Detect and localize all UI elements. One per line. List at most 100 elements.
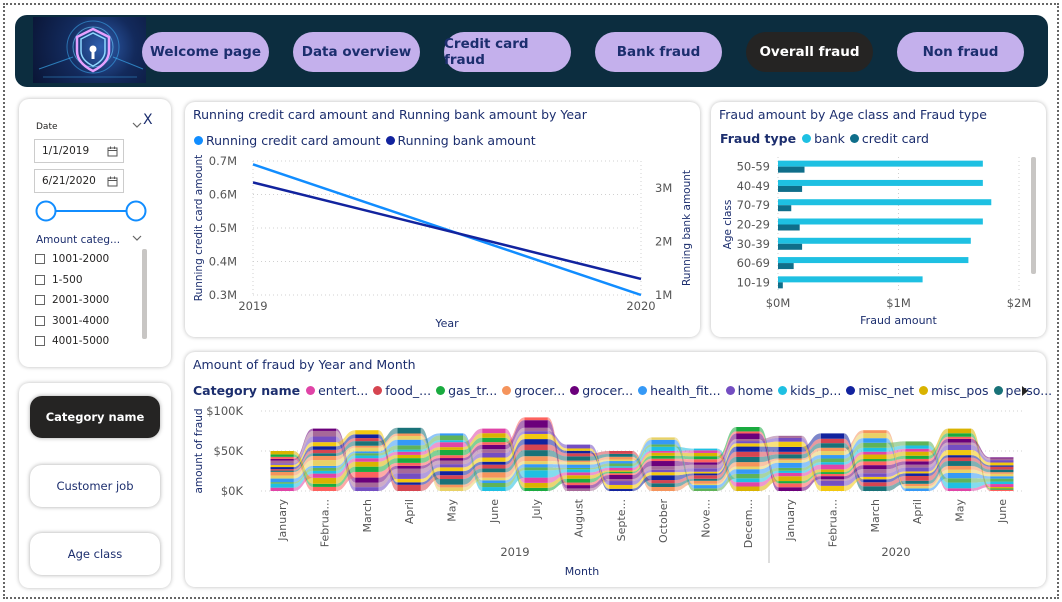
nav-data-overview-button[interactable]: Data overview <box>293 32 420 72</box>
ribbon-band <box>378 435 398 452</box>
ribbon-segment <box>482 468 506 473</box>
ribbon-segment <box>609 479 633 482</box>
amount-option-checkbox[interactable]: 4001-5000 <box>35 335 109 347</box>
ribbon-band <box>717 446 737 476</box>
y-tick-label: 50-59 <box>737 160 770 174</box>
legend-next-arrow-icon[interactable] <box>1020 385 1030 397</box>
clear-filter-button[interactable]: X <box>143 112 153 128</box>
nav-overall-fraud-button[interactable]: Overall fraud <box>746 32 873 72</box>
slicer-scrollbar[interactable] <box>142 249 147 339</box>
nav-welcome-page-button[interactable]: Welcome page <box>142 32 269 72</box>
ribbon-band <box>674 473 694 481</box>
legend-item[interactable]: kids_p... <box>778 383 841 398</box>
legend-item[interactable]: misc_pos <box>919 383 989 398</box>
chevron-down-icon[interactable] <box>131 233 143 243</box>
ribbon-segment <box>270 456 294 459</box>
legend-title: Category name <box>193 383 301 398</box>
ribbon-segment <box>312 465 337 468</box>
ribbon-segment <box>482 477 506 481</box>
ribbon-band <box>293 428 313 461</box>
age-class-button[interactable]: Age class <box>30 533 160 575</box>
legend-item[interactable]: misc_net <box>846 383 914 398</box>
ribbon-band <box>632 466 652 482</box>
ribbon-segment <box>651 466 675 470</box>
ribbon-segment <box>312 477 337 484</box>
legend-item[interactable]: home <box>725 383 773 398</box>
ribbon-band <box>971 442 991 461</box>
legend-item[interactable]: Running credit card amount <box>194 133 381 148</box>
ribbon-band <box>801 469 821 482</box>
bar-bank <box>778 199 992 206</box>
ribbon-band <box>293 451 313 484</box>
ribbon-segment <box>651 446 675 451</box>
ribbon-segment <box>566 472 591 476</box>
ribbon-band <box>928 461 948 484</box>
ribbon-segment <box>693 468 718 472</box>
ribbon-segment <box>566 475 591 479</box>
ribbon-segment <box>651 483 675 487</box>
ribbon-segment <box>693 462 718 465</box>
ribbon-band <box>717 443 737 474</box>
nav-credit-card-fraud-button[interactable]: Credit card fraud <box>444 32 571 72</box>
ribbon-segment <box>312 436 337 443</box>
ribbon-band <box>801 473 821 488</box>
bar-credit-card <box>778 224 800 231</box>
checkbox-icon[interactable] <box>35 336 45 346</box>
ribbon-segment <box>524 470 548 478</box>
ribbon-band <box>886 448 906 455</box>
amount-option-checkbox[interactable]: 1001-2000 <box>35 253 109 265</box>
ribbon-segment <box>270 482 294 484</box>
ribbon-segment <box>651 444 675 447</box>
legend-item[interactable]: health_fit... <box>638 383 721 398</box>
legend-item[interactable]: grocer... <box>570 383 633 398</box>
chart-scrollbar[interactable] <box>1031 157 1036 274</box>
date-range-slider[interactable] <box>35 199 147 223</box>
end-date-input[interactable]: 6/21/2020 <box>34 169 124 193</box>
ribbon-segment <box>397 465 421 469</box>
ribbon-segment <box>270 467 294 470</box>
ribbon-segment <box>566 453 591 457</box>
amount-option-checkbox[interactable]: 3001-4000 <box>35 315 109 327</box>
legend-item[interactable]: entert... <box>306 383 368 398</box>
legend-item[interactable]: bank <box>802 131 845 146</box>
legend-item[interactable]: food_... <box>373 383 431 398</box>
nav-non-fraud-button[interactable]: Non fraud <box>897 32 1024 72</box>
chevron-down-icon[interactable] <box>131 120 143 130</box>
x-tick-label: October <box>657 499 670 543</box>
x-tick-label: August <box>573 498 586 537</box>
ribbon-band <box>378 445 398 456</box>
ribbon-segment <box>693 450 718 453</box>
legend-item[interactable]: Running bank amount <box>385 133 536 148</box>
ribbon-segment <box>312 446 337 450</box>
ribbon-band <box>632 469 652 485</box>
legend-item[interactable]: credit card <box>849 131 929 146</box>
checkbox-icon[interactable] <box>35 295 45 305</box>
legend-item[interactable]: grocer... <box>502 383 565 398</box>
x-tick-label: $2M <box>1007 296 1032 310</box>
ribbon-band <box>971 478 991 483</box>
calendar-icon[interactable] <box>107 146 118 157</box>
calendar-icon[interactable] <box>107 176 118 187</box>
ribbon-segment <box>820 443 845 448</box>
legend-item[interactable]: perso... <box>993 383 1052 398</box>
amount-option-checkbox[interactable]: 2001-3000 <box>35 294 109 306</box>
ribbon-band <box>463 442 483 459</box>
ribbon-band <box>844 461 864 477</box>
customer-job-button[interactable]: Customer job <box>30 465 160 507</box>
ribbon-segment <box>482 461 506 465</box>
ribbon-segment <box>566 469 591 473</box>
checkbox-icon[interactable] <box>35 316 45 326</box>
category-name-button[interactable]: Category name <box>30 396 160 438</box>
ribbon-segment <box>397 484 421 491</box>
amount-option-checkbox[interactable]: 1-500 <box>35 274 83 286</box>
ribbon-segment <box>482 472 506 478</box>
ribbon-band <box>463 449 483 465</box>
checkbox-icon[interactable] <box>35 254 45 264</box>
legend-dot-icon <box>725 386 735 395</box>
start-date-input[interactable]: 1/1/2019 <box>34 139 124 163</box>
x-tick-label: $1M <box>886 296 911 310</box>
legend-item[interactable]: gas_tr... <box>436 383 497 398</box>
checkbox-icon[interactable] <box>35 275 45 285</box>
ribbon-segment <box>820 485 845 491</box>
nav-bank-fraud-button[interactable]: Bank fraud <box>595 32 722 72</box>
